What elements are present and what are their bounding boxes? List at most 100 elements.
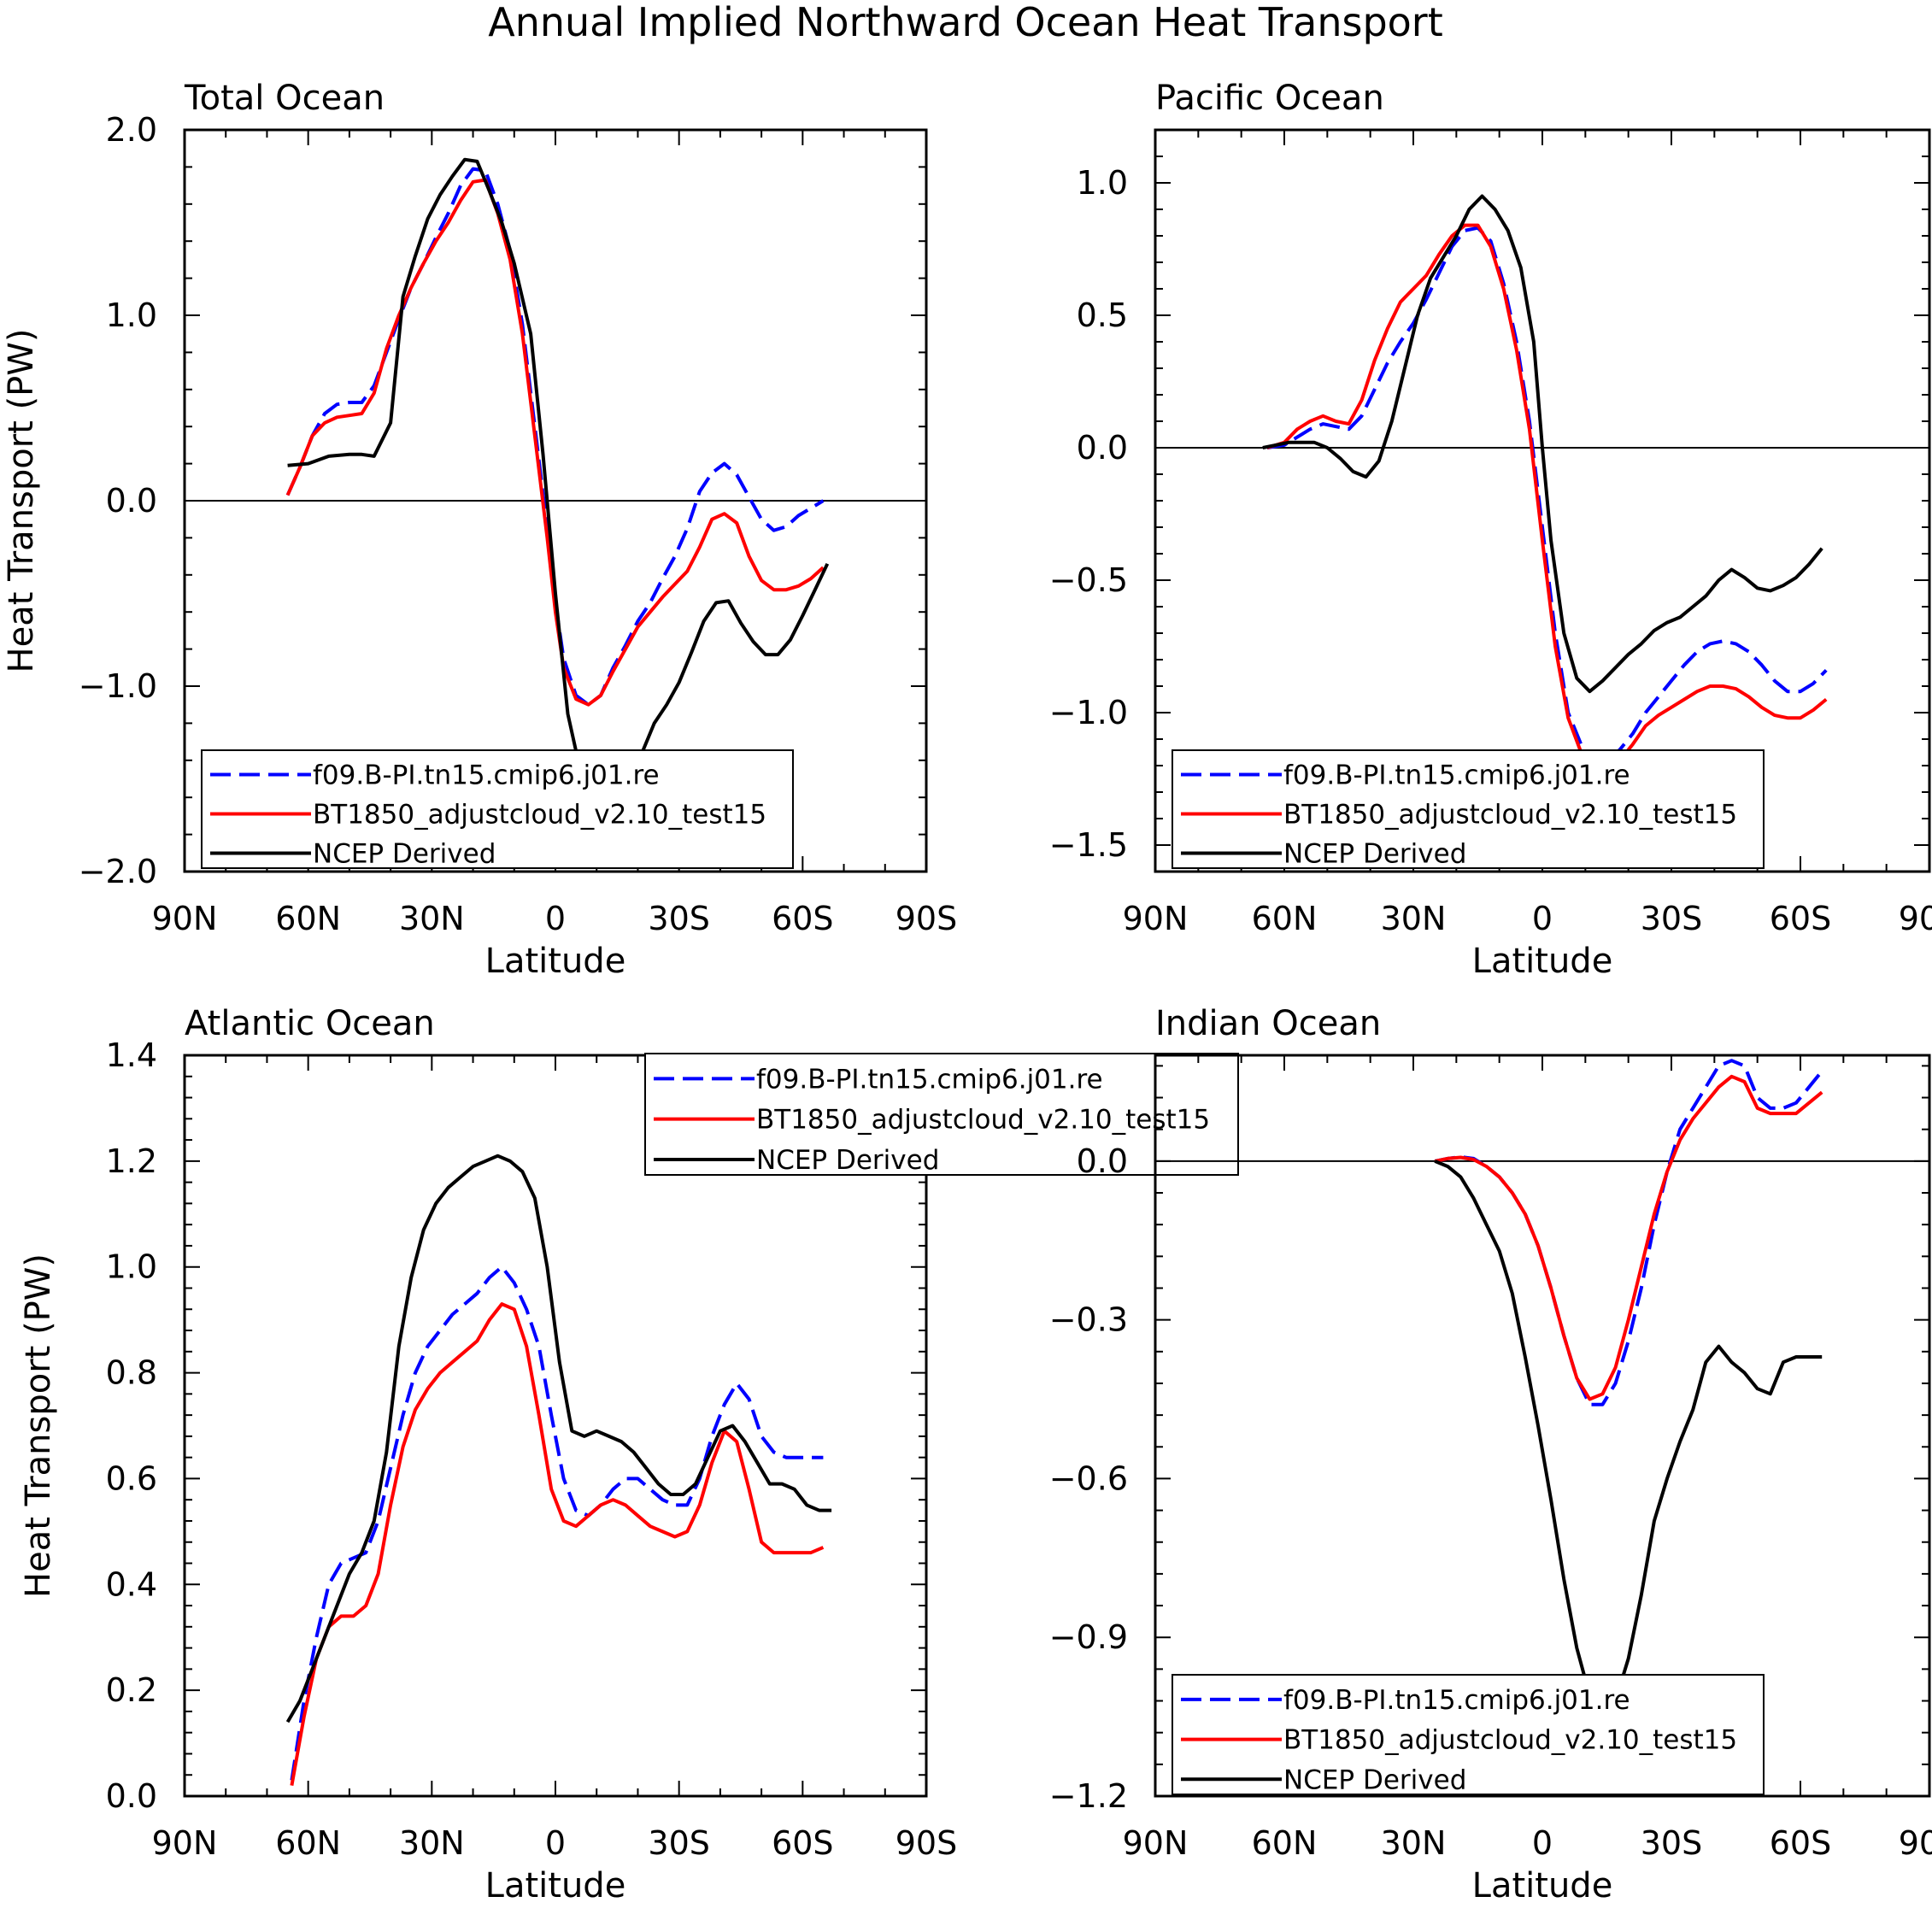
x-tick-label: 60S	[1770, 900, 1831, 937]
legend-0: f09.B-PI.tn15.cmip6.j01.re BT1850_adjustc…	[201, 749, 794, 870]
legend-label-0: f09.B-PI.tn15.cmip6.j01.re	[1283, 760, 1630, 791]
legend-label-1: BT1850_adjustcloud_v2.10_test15	[1283, 1725, 1737, 1756]
x-tick-label: 30N	[1381, 1824, 1447, 1862]
x-tick-label: 90S	[896, 900, 957, 937]
legend-label-2: NCEP Derived	[756, 1145, 939, 1176]
x-tick-label: 30S	[1641, 900, 1702, 937]
legend-2: f09.B-PI.tn15.cmip6.j01.re BT1850_adjustc…	[644, 1053, 1239, 1176]
x-tick-label: 60S	[1770, 1824, 1831, 1862]
x-tick-label: 90N	[1123, 900, 1189, 937]
y-tick-label: 0.2	[106, 1671, 157, 1709]
y-tick-label: 1.4	[106, 1036, 157, 1074]
y-tick-label: 1.2	[106, 1142, 157, 1180]
y-axis-label: Heat Transport (PW)	[2, 329, 41, 673]
panel-0: Total Ocean 90N 60N 30N 0 30S 60S 90S −2.0 −1.0 0.…	[2, 79, 957, 981]
legend-label-2: NCEP Derived	[1283, 1764, 1466, 1795]
y-tick-label: −0.9	[1049, 1618, 1128, 1656]
legend-label-1: BT1850_adjustcloud_v2.10_test15	[1283, 800, 1737, 831]
legend-label-0: f09.B-PI.tn15.cmip6.j01.re	[1283, 1685, 1630, 1716]
x-tick-label: 60N	[275, 900, 341, 937]
x-tick-label: 30S	[648, 1824, 709, 1862]
series-line-0	[290, 1265, 824, 1781]
legend-label-0: f09.B-PI.tn15.cmip6.j01.re	[313, 760, 660, 791]
series-line-2	[285, 1154, 832, 1723]
x-tick-label: 30S	[1641, 1824, 1702, 1862]
y-tick-label: 1.0	[1077, 164, 1128, 202]
legend-1: f09.B-PI.tn15.cmip6.j01.re BT1850_adjustc…	[1172, 749, 1765, 870]
y-tick-label: −1.0	[1049, 694, 1128, 731]
x-tick-label: 90N	[152, 1824, 218, 1862]
legend-box	[1172, 749, 1765, 869]
series-line-1	[1434, 1074, 1823, 1401]
y-tick-label: 1.0	[106, 297, 157, 334]
series-line-1	[290, 1302, 825, 1786]
legend-box	[644, 1053, 1239, 1176]
legend-label-0: f09.B-PI.tn15.cmip6.j01.re	[756, 1064, 1103, 1095]
figure-title: Annual Implied Northward Ocean Heat Tran…	[488, 0, 1443, 45]
x-tick-label: 60S	[772, 900, 833, 937]
x-tick-label: 30N	[399, 900, 465, 937]
x-tick-label: 90S	[896, 1824, 957, 1862]
x-axis-label: Latitude	[1472, 1866, 1613, 1905]
y-tick-label: 0.8	[106, 1354, 157, 1392]
legend-box	[1172, 1674, 1765, 1795]
y-tick-label: −0.3	[1049, 1301, 1128, 1339]
x-axis-label: Latitude	[1472, 942, 1613, 981]
y-tick-label: −1.0	[79, 667, 157, 705]
x-tick-label: 60N	[1252, 1824, 1318, 1862]
x-axis-label: Latitude	[485, 1866, 626, 1905]
legend-label-2: NCEP Derived	[313, 839, 496, 870]
y-tick-label: 0.5	[1077, 297, 1128, 334]
y-tick-label: 0.0	[1077, 1142, 1128, 1180]
x-tick-label: 0	[1532, 900, 1553, 937]
x-tick-label: 90S	[1899, 900, 1932, 937]
panel-title: Total Ocean	[184, 79, 385, 118]
y-tick-label: 0.0	[1077, 429, 1128, 467]
panel-title: Pacific Ocean	[1155, 79, 1384, 118]
y-tick-label: −0.5	[1049, 561, 1128, 599]
y-tick-label: 0.0	[106, 482, 157, 520]
x-tick-label: 90S	[1899, 1824, 1932, 1862]
y-tick-label: −0.6	[1049, 1459, 1128, 1497]
y-axis-label: Heat Transport (PW)	[19, 1254, 58, 1598]
y-tick-label: 0.6	[106, 1459, 157, 1497]
panel-1: Pacific Ocean 90N 60N 30N 0 30S 60S 90S −1.5 −1.0…	[1049, 79, 1932, 981]
legend-label-1: BT1850_adjustcloud_v2.10_test15	[313, 800, 766, 831]
panel-3: Indian Ocean 90N 60N 30N 0 30S 60S 90S −1.2 −0.9 −…	[1049, 1004, 1932, 1905]
y-tick-label: 2.0	[106, 111, 157, 149]
x-tick-label: 30S	[648, 900, 709, 937]
series-line-1	[1266, 223, 1828, 771]
plot-frame	[1154, 1054, 1931, 1798]
x-tick-label: 60S	[772, 1824, 833, 1862]
y-tick-label: 1.0	[106, 1248, 157, 1286]
x-tick-label: 30N	[1381, 900, 1447, 937]
x-tick-label: 0	[1532, 1824, 1553, 1862]
plot-frame	[1154, 128, 1931, 873]
y-tick-label: −1.2	[1049, 1777, 1128, 1815]
series-line-2	[287, 157, 830, 813]
panel-title: Atlantic Ocean	[185, 1004, 435, 1043]
x-tick-label: 90N	[152, 900, 218, 937]
series-line-0	[1266, 226, 1828, 762]
y-tick-label: 0.4	[106, 1565, 157, 1603]
x-tick-label: 90N	[1123, 1824, 1189, 1862]
legend-3: f09.B-PI.tn15.cmip6.j01.re BT1850_adjustc…	[1172, 1674, 1765, 1795]
panel-2: Atlantic Ocean 90N 60N 30N 0 30S 60S 90S 0.0 0.2 0…	[19, 1004, 957, 1905]
y-tick-label: −1.5	[1049, 826, 1128, 864]
series-line-1	[285, 178, 825, 707]
legend-box	[201, 749, 794, 869]
x-tick-label: 0	[545, 900, 566, 937]
legend-label-1: BT1850_adjustcloud_v2.10_test15	[756, 1105, 1210, 1136]
x-axis-label: Latitude	[485, 942, 626, 981]
y-tick-label: 0.0	[106, 1777, 157, 1815]
x-tick-label: 0	[545, 1824, 566, 1862]
y-tick-label: −2.0	[79, 853, 157, 890]
plot-frame	[183, 1054, 928, 1798]
panel-title: Indian Ocean	[1155, 1004, 1381, 1043]
x-tick-label: 60N	[1252, 900, 1318, 937]
plot-frame	[183, 128, 928, 873]
legend-label-2: NCEP Derived	[1283, 839, 1466, 870]
x-tick-label: 30N	[399, 1824, 465, 1862]
series-line-2	[1434, 1160, 1823, 1719]
